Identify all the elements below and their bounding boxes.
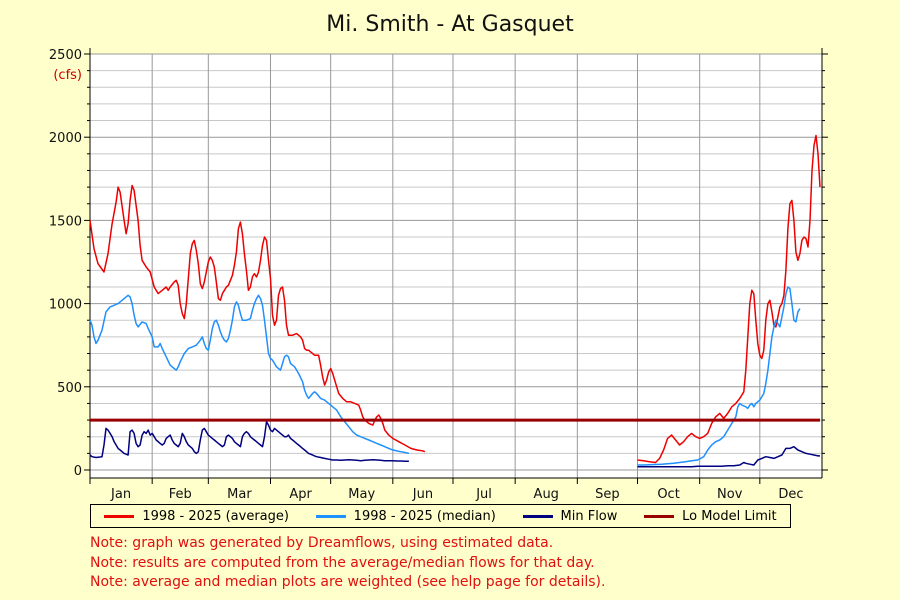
x-tick-label: May bbox=[348, 487, 375, 502]
tick-labels: 0 500 1000 1500 2000 2500 (cfs) Jan Feb Mar Apr May… bbox=[49, 48, 804, 502]
legend-label-median: 1998 - 2025 (median) bbox=[353, 508, 496, 524]
y-tick-label: 500 bbox=[57, 381, 82, 396]
legend-swatch-lo-model-limit bbox=[644, 514, 675, 518]
series-min-flow-fall bbox=[637, 445, 820, 468]
y-tick-label: 2500 bbox=[49, 48, 82, 63]
series-median-fall bbox=[637, 286, 801, 466]
y-tick-label: 1500 bbox=[49, 214, 82, 229]
series-average bbox=[89, 184, 426, 453]
legend-label-average: 1998 - 2025 (average) bbox=[142, 508, 289, 524]
note-line: Note: graph was generated by Dreamflows,… bbox=[90, 535, 554, 551]
y-tick-label: 2000 bbox=[49, 131, 82, 146]
legend-swatch-average bbox=[104, 514, 135, 518]
x-tick-label: Sep bbox=[595, 487, 620, 502]
legend-swatch-median bbox=[315, 514, 346, 518]
note-line: Note: average and median plots are weigh… bbox=[90, 574, 606, 590]
legend-item-lo-model-limit: Lo Model Limit bbox=[644, 509, 777, 524]
notes: Note: graph was generated by Dreamflows,… bbox=[90, 534, 605, 593]
plot-area bbox=[90, 54, 822, 478]
legend-item-min-flow: Min Flow bbox=[522, 508, 618, 524]
legend: 1998 - 2025 (average) 1998 - 2025 (media… bbox=[90, 504, 791, 528]
y-unit-label: (cfs) bbox=[53, 68, 82, 83]
x-tick-label: Apr bbox=[289, 487, 312, 502]
axes bbox=[84, 48, 828, 484]
legend-swatch-min-flow bbox=[522, 514, 553, 518]
y-tick-label: 1000 bbox=[49, 298, 82, 313]
x-tick-label: Feb bbox=[169, 487, 192, 502]
series-median bbox=[89, 294, 410, 455]
x-tick-label: Nov bbox=[717, 487, 743, 502]
y-tick-label: 0 bbox=[74, 464, 82, 479]
x-tick-label: Aug bbox=[534, 487, 559, 502]
note-line: Note: results are computed from the aver… bbox=[90, 554, 595, 571]
x-tick-label: Jan bbox=[110, 487, 131, 502]
x-tick-label: Dec bbox=[778, 487, 803, 502]
x-tick-label: Mar bbox=[227, 487, 252, 502]
x-tick-label: Oct bbox=[657, 487, 679, 502]
series-lines bbox=[89, 134, 821, 468]
chart-title: Mi. Smith - At Gasquet bbox=[326, 12, 574, 37]
legend-item-median: 1998 - 2025 (median) bbox=[315, 508, 496, 524]
x-tick-label: Jun bbox=[412, 487, 433, 502]
legend-item-average: 1998 - 2025 (average) bbox=[104, 509, 289, 524]
grid-lines bbox=[89, 53, 823, 478]
legend-label-min-flow: Min Flow bbox=[560, 508, 618, 524]
series-min-flow bbox=[89, 420, 409, 463]
legend-label-lo-model-limit: Lo Model Limit bbox=[682, 508, 777, 524]
x-tick-label: Jul bbox=[475, 487, 492, 502]
series-average-fall bbox=[637, 134, 821, 464]
